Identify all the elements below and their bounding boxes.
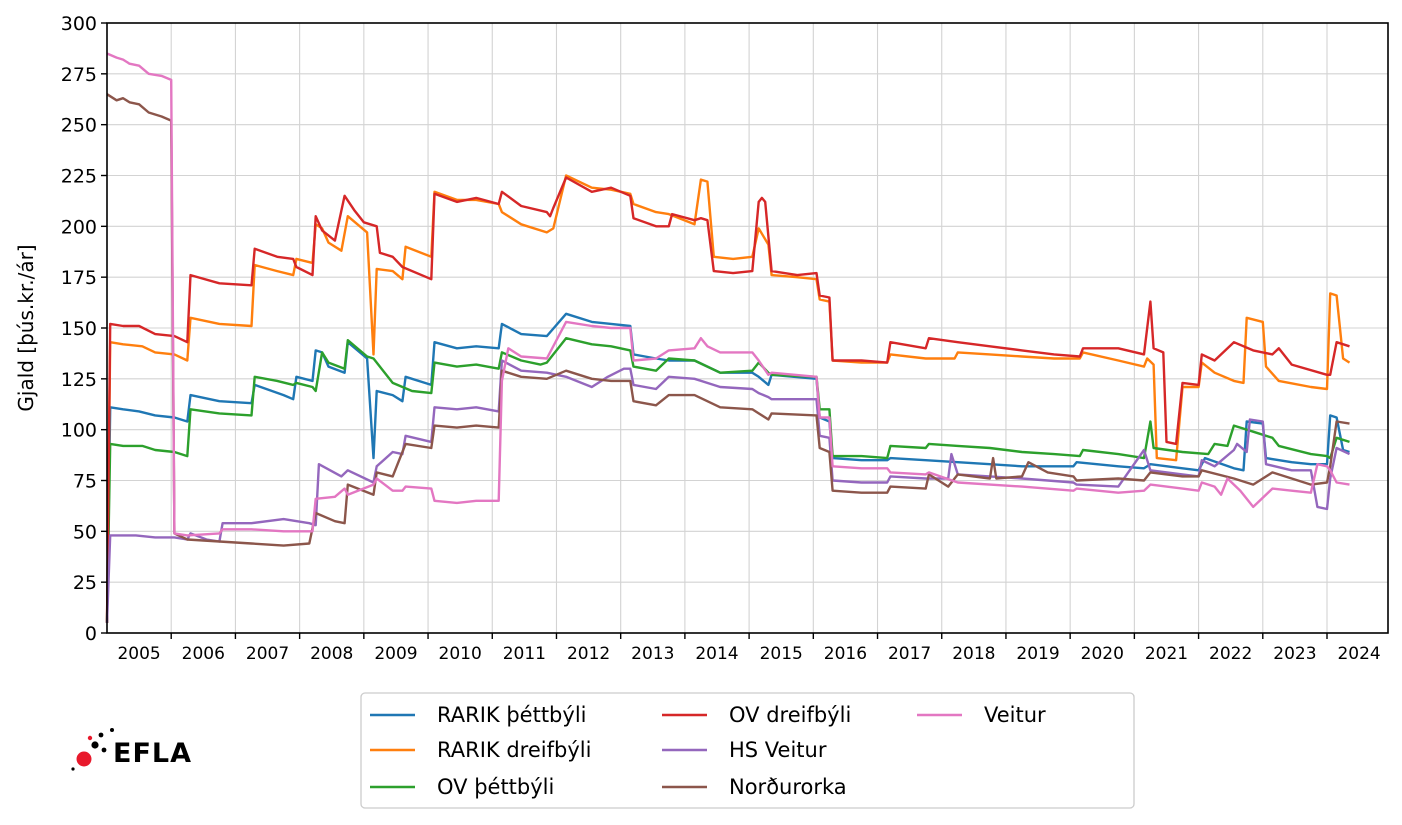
series-line-3: [105, 176, 1350, 623]
x-tick-label: 2012: [567, 644, 610, 664]
x-tick-label: 2009: [374, 644, 417, 664]
y-tick-label: 75: [73, 471, 97, 493]
series-line-5: [106, 93, 1350, 547]
x-tick-label: 2015: [760, 644, 803, 664]
y-tick-label: 175: [61, 267, 97, 289]
legend-label: RARIK dreifbýli: [437, 738, 591, 762]
series-line-2: [105, 337, 1350, 623]
y-tick-label: 100: [61, 420, 97, 442]
logo-dot: [87, 735, 93, 741]
logo-dot-large: [76, 751, 92, 767]
y-tick-label: 0: [85, 623, 97, 645]
series-line-4: [105, 359, 1351, 623]
x-tick-label: 2013: [631, 644, 674, 664]
legend-label: Norðurorka: [729, 775, 847, 799]
x-tick-label: 2008: [310, 644, 353, 664]
x-tick-label: 2010: [439, 644, 482, 664]
y-tick-label: 200: [61, 216, 97, 238]
x-tick-label: 2021: [1145, 644, 1188, 664]
x-tick-label: 2020: [1081, 644, 1124, 664]
legend-frame: [360, 692, 1135, 809]
legend-label: OV dreifbýli: [729, 703, 851, 727]
x-tick-label: 2024: [1337, 644, 1380, 664]
x-tick-label: 2018: [952, 644, 995, 664]
legend-label: Veitur: [984, 703, 1046, 727]
x-tick-label: 2006: [182, 644, 225, 664]
y-tick-label: 300: [61, 13, 97, 35]
y-axis-label: Gjald [þús.kr./ár]: [14, 244, 38, 411]
x-tick-label: 2019: [1016, 644, 1059, 664]
legend: RARIK þéttbýli RARIK dreifbýli OV þéttbýli…: [360, 692, 1135, 809]
y-tick-label: 125: [61, 369, 97, 391]
x-tick-label: 2017: [888, 644, 931, 664]
legend-label: RARIK þéttbýli: [437, 703, 586, 727]
legend-label: HS Veitur: [729, 738, 827, 762]
y-tick-label: 250: [61, 115, 97, 137]
y-tick-label: 50: [73, 521, 97, 543]
x-ticks: 2005 2006 2007 2008 2009 2010 2011 2012 2013 2014…: [117, 633, 1381, 664]
gridlines: [107, 22, 1388, 634]
x-tick-label: 2014: [695, 644, 738, 664]
x-tick-label: 2016: [824, 644, 867, 664]
x-tick-label: 2011: [503, 644, 546, 664]
y-tick-label: 25: [73, 572, 97, 594]
logo-dot: [91, 741, 99, 749]
logo-dot: [98, 732, 104, 738]
x-tick-label: 2005: [117, 644, 160, 664]
legend-label: OV þéttbýli: [437, 775, 554, 799]
x-tick-label: 2007: [246, 644, 289, 664]
logo-dot: [101, 747, 107, 753]
x-tick-label: 2023: [1273, 644, 1316, 664]
series-lines: [105, 52, 1351, 623]
logo-dot: [71, 767, 75, 771]
x-tick-label: 2022: [1209, 644, 1252, 664]
logo-text: EFLA: [113, 738, 192, 769]
y-tick-label: 225: [61, 166, 97, 188]
series-line-6: [106, 52, 1350, 537]
y-tick-label: 275: [61, 64, 97, 86]
y-ticks: 0 25 50 75 100 125 150 175 200 225 250 275 300: [61, 13, 107, 645]
efla-logo: EFLA: [71, 728, 192, 771]
y-tick-label: 150: [61, 318, 97, 340]
logo-dot: [110, 728, 114, 732]
